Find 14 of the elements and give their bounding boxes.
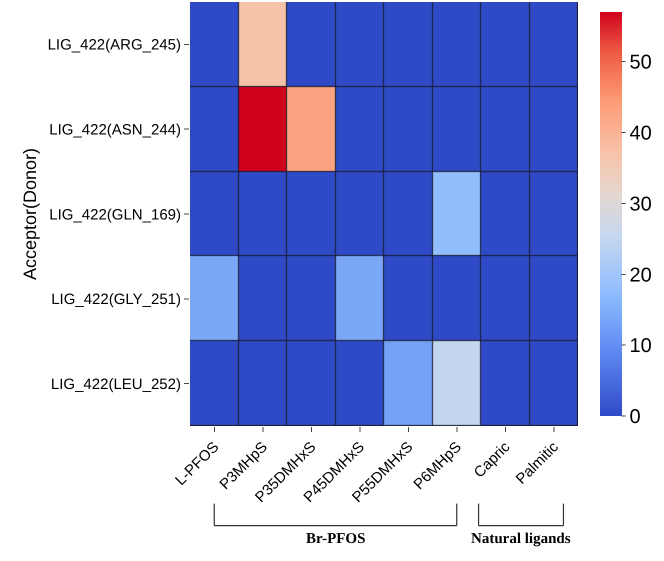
y-tick-label: LIG_422(GLN_169) xyxy=(49,206,182,224)
color-bar-label: 10 xyxy=(630,335,652,358)
y-tick-label: LIG_422(LEU_252) xyxy=(50,376,181,393)
color-bar-label: 0 xyxy=(630,406,641,428)
color-bar-label: 40 xyxy=(630,122,652,144)
y-tick-label: LIG_422(ARG_245) xyxy=(48,36,181,54)
color-bar-label: 30 xyxy=(630,193,652,216)
text: Br-PFOS xyxy=(306,531,366,547)
y-tick-label: LIG_422(ASN_244) xyxy=(49,121,182,138)
color-bar-label: 50 xyxy=(630,52,652,74)
y-tick-label: LIG_422(GLY_251) xyxy=(51,291,181,308)
color-bar-label: 20 xyxy=(630,264,652,286)
y-axis-title: Acceptor(Donor) xyxy=(20,148,40,280)
text: Natural ligands xyxy=(471,531,571,547)
